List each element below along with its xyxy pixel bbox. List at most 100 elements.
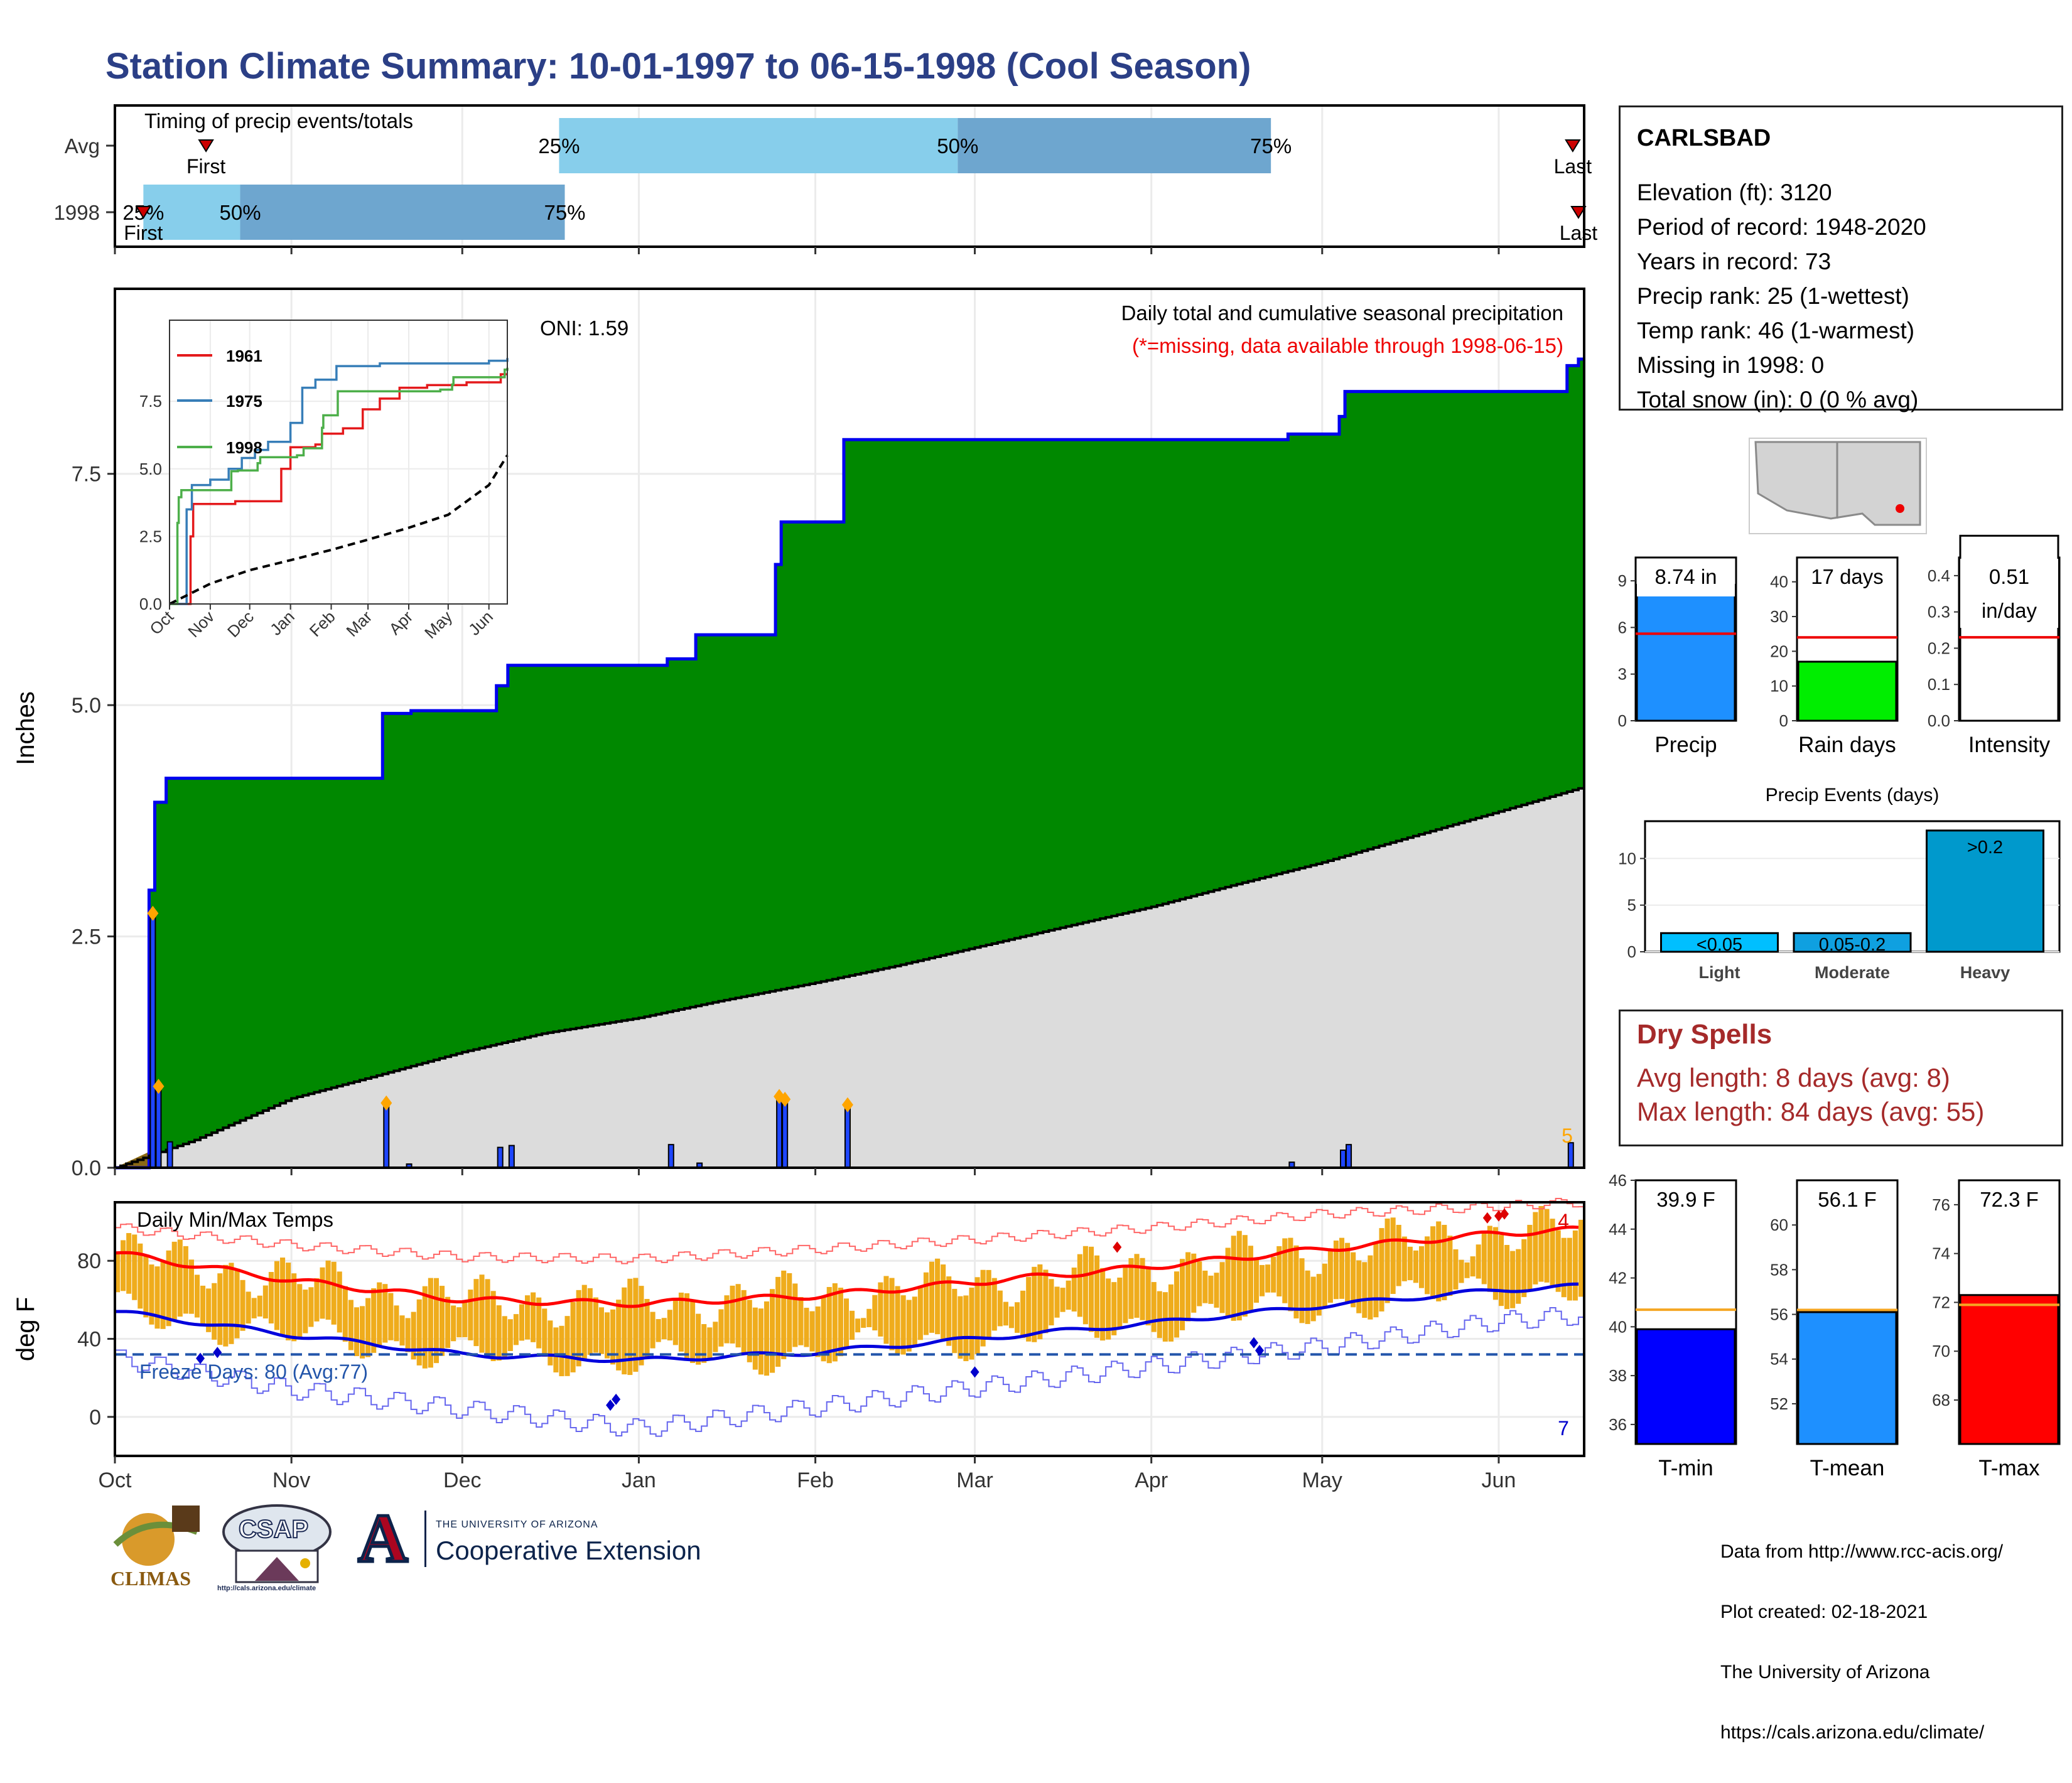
precip_total-axis-label: Precip [1654,733,1717,757]
daily-temp-bar [166,1250,171,1327]
daily-temp-bar [1538,1205,1544,1282]
daily-temp-bar [1305,1270,1310,1324]
daily-temp-bar [1447,1236,1453,1296]
daily-temp-bar [1174,1271,1180,1338]
daily-temp-bar [730,1285,735,1344]
daily-temp-bar [1356,1260,1362,1313]
rain_days-tick-label: 0 [1779,711,1788,730]
daily-temp-bar [1396,1224,1401,1286]
rain_days-value-box [1798,559,1896,596]
climas-logo: CLIMAS [103,1500,203,1595]
record-high-marker [1482,1212,1492,1224]
events-bar-label: <0.05 [1697,935,1742,955]
daily-temp-bar [1276,1246,1282,1296]
rain_days-value-label: 17 days [1811,565,1884,588]
daily-temp-bar [883,1276,889,1344]
daily-temp-bar [1117,1277,1123,1330]
temp-x-tick-label: Apr [1135,1468,1168,1492]
daily-temp-bar [764,1301,770,1376]
daily-temp-bar [1362,1262,1368,1318]
daily-temp-bar [1020,1290,1026,1339]
daily-temp-bar [570,1301,576,1372]
logo-strip: CLIMAS CSAP http://cals.arizona.edu/clim… [100,1500,716,1595]
daily-temp-bar [416,1299,422,1366]
daily-temp-bar [331,1261,337,1325]
events-category-label: Heavy [1960,963,2010,982]
record-high-marker [1500,1208,1509,1220]
daily-temp-bar [445,1296,451,1349]
inset-legend-label: 1975 [226,392,262,411]
daily-temp-bar [365,1298,371,1357]
daily-temp-bar [1339,1237,1345,1299]
daily-temp-bar [274,1261,280,1330]
tmax-tick-label: 68 [1932,1391,1950,1409]
daily-temp-bar [1561,1237,1567,1298]
daily-temp-bar [1225,1247,1231,1318]
inset-series-line [170,367,509,605]
dry-spells-max: Max length: 84 days (avg: 55) [1637,1097,1985,1126]
daily-temp-bar [622,1287,627,1375]
daily-temp-bar [1106,1278,1111,1340]
temp-y-axis-label: deg F [12,1297,40,1361]
daily-temp-bar [559,1325,564,1377]
daily-temp-bar [1333,1240,1339,1300]
daily-temp-bar [451,1305,456,1342]
daily-temp-bar [1082,1246,1088,1325]
daily-temp-bar [1180,1259,1185,1330]
daily-temp-bar [377,1282,382,1348]
temp-y-tick-label: 0 [89,1406,101,1430]
daily-temp-bar [724,1295,730,1344]
daily-temp-bar [826,1286,832,1364]
tmin-tick-label: 40 [1609,1317,1627,1336]
daily-temp-bar [1550,1219,1555,1286]
daily-temp-bar [946,1276,952,1346]
daily-temp-bar [337,1271,342,1333]
record-low-marker [1249,1337,1258,1349]
daily-temp-bar [1191,1253,1197,1313]
daily-temp-bar [1060,1288,1066,1312]
daily-temp-bar [1578,1219,1584,1297]
daily-temp-bar [194,1274,200,1318]
daily-temp-bar [473,1279,479,1347]
daily-temp-bar [1219,1262,1225,1313]
season-cumulative-line [115,357,1584,1170]
daily-temp-bar [690,1301,696,1364]
daily-temp-bar [1197,1261,1202,1306]
temp-y-tick-label: 40 [77,1328,101,1352]
timing-chart: 25%50%75%FirstLastAvg25%50%75%FirstLast1… [12,104,2061,1492]
daily-temp-bar [1487,1225,1492,1292]
daily-temp-bar [616,1300,622,1371]
rain_days-tick-label: 20 [1770,642,1788,660]
daily-temp-bar [1293,1245,1299,1319]
rain_days-tick-label: 40 [1770,573,1788,591]
daily-temp-bar [171,1241,177,1322]
daily-temp-bar [439,1286,445,1356]
daily-temp-bar [490,1291,496,1361]
daily-temp-bar [900,1295,906,1355]
large-event-marker [380,1095,392,1111]
daily-temp-bar [1003,1301,1008,1326]
daily-temp-bar [917,1286,923,1340]
events-tick-label: 5 [1627,896,1636,915]
intensity-axis-label: Intensity [1968,733,2051,757]
daily-temp-bar [866,1308,872,1327]
daily-temp-bar [974,1277,980,1355]
tmax-axis-label: T-max [1978,1456,2040,1480]
average-cumulative-line [115,787,1584,1169]
season-cumulative-area [115,359,1584,1168]
daily-temp-bar [980,1269,986,1347]
daily-temp-bar [353,1307,359,1357]
daily-temp-bar [548,1320,553,1366]
station-detail-line: Years in record: 73 [1637,249,1832,274]
daily-temp-bar [935,1258,941,1335]
daily-temp-bar [804,1308,809,1347]
tmin-tick-label: 44 [1609,1220,1627,1239]
daily-temp-bar [121,1240,126,1291]
daily-temp-bar [382,1284,388,1343]
tmean-tick-label: 52 [1770,1394,1788,1413]
daily-precip-bar [155,1085,162,1168]
daily-precip-bar [844,1104,851,1168]
daily-temp-bar [399,1315,405,1346]
daily-temp-bar [718,1309,724,1347]
ua-small-text: THE UNIVERSITY OF ARIZONA [436,1519,598,1530]
